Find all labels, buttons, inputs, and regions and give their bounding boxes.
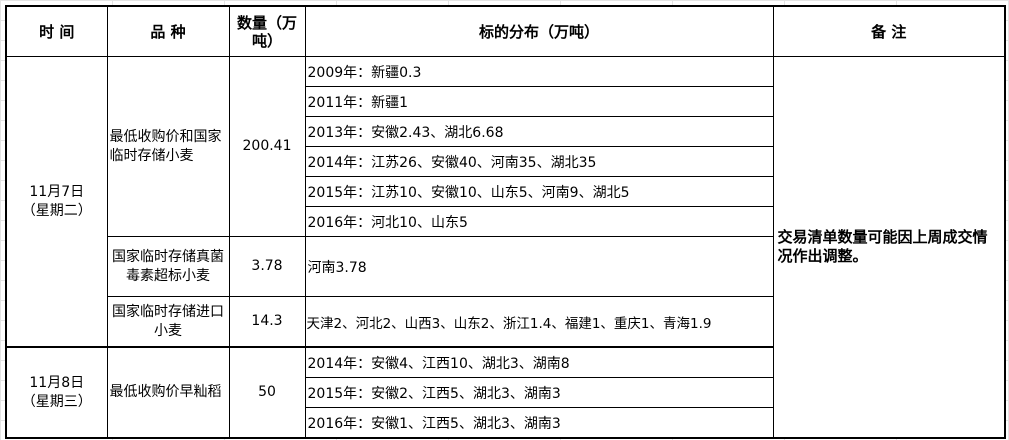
distribution-cell: 2014年：江苏26、安徽40、河南35、湖北35 [304, 146, 774, 177]
date-cell: 11月7日 （星期二） [5, 56, 108, 348]
distribution-cell: 天津2、河北2、山西3、山东2、浙江1.4、福建1、重庆1、青海1.9 [304, 296, 774, 348]
date: 11月7日 [29, 183, 85, 200]
header-remarks: 备 注 [772, 5, 1006, 57]
distribution-cell: 2015年：江苏10、安徽10、山东5、河南9、湖北5 [304, 176, 774, 207]
quantity-cell: 50 [228, 346, 306, 439]
variety-cell: 最低收购价早籼稻 [106, 346, 230, 439]
remarks-cell: 交易清单数量可能因上周成交情况作出调整。 [772, 56, 1006, 439]
distribution-cell: 2013年：安徽2.43、湖北6.68 [304, 116, 774, 147]
variety-cell: 国家临时存储真菌毒素超标小麦 [106, 236, 230, 297]
distribution-cell: 2014年：安徽4、江西10、湖北3、湖南8 [304, 346, 774, 378]
table-row: 2016年：河北10、山东5 [6, 206, 1005, 237]
header-time: 时 间 [5, 5, 108, 57]
table-row: 国家临时存储进口小麦 14.3 天津2、河北2、山西3、山东2、浙江1.4、福建… [6, 296, 1005, 348]
table-row: 国家临时存储真菌毒素超标小麦 3.78 河南3.78 [6, 236, 1005, 297]
table-row: 11月8日 （星期三） 最低收购价早籼稻 50 2014年：安徽4、江西10、湖北… [5, 346, 1005, 439]
weekday: （星期二） [21, 202, 92, 219]
distribution-cell: 2016年：河北10、山东5 [304, 206, 774, 237]
table-row: 2016年：安徽1、江西5、湖北3、湖南3 [6, 407, 1005, 439]
table-row: 2013年：安徽2.43、湖北6.68 [6, 116, 1005, 147]
auction-schedule-table: 时 间 品 种 数量（万吨） 标的分布（万吨） 备 注 11月7日 （星期二） 最… [5, 5, 1006, 439]
table-row: 11月7日 （星期二） 最低收购价和国家临时存储小麦 200.41 2009年：新… [5, 56, 1006, 439]
distribution-cell: 2011年：新疆1 [304, 86, 774, 117]
table-row: 2015年：安徽2、江西5、湖北3、湖南3 [6, 377, 1005, 408]
weekday: （星期三） [21, 393, 92, 410]
date: 11月8日 [29, 374, 85, 391]
header-row: 时 间 品 种 数量（万吨） 标的分布（万吨） 备 注 [5, 5, 1006, 57]
variety-cell: 最低收购价和国家临时存储小麦 [106, 56, 230, 237]
quantity-cell: 3.78 [228, 236, 306, 297]
table-row: 2014年：江苏26、安徽40、河南35、湖北35 [6, 146, 1005, 177]
header-distribution: 标的分布（万吨） [304, 5, 774, 57]
date-cell: 11月8日 （星期三） [5, 346, 108, 439]
table-row: 2011年：新疆1 [6, 86, 1005, 117]
header-quantity: 数量（万吨） [228, 5, 306, 57]
distribution-cell: 河南3.78 [304, 236, 774, 297]
quantity-cell: 14.3 [228, 296, 306, 348]
distribution-cell: 2016年：安徽1、江西5、湖北3、湖南3 [304, 407, 774, 439]
distribution-cell: 2015年：安徽2、江西5、湖北3、湖南3 [304, 377, 774, 408]
variety-cell: 国家临时存储进口小麦 [106, 296, 230, 348]
header-variety: 品 种 [106, 5, 230, 57]
quantity-cell: 200.41 [228, 56, 306, 237]
distribution-cell: 2009年：新疆0.3 [304, 56, 774, 87]
